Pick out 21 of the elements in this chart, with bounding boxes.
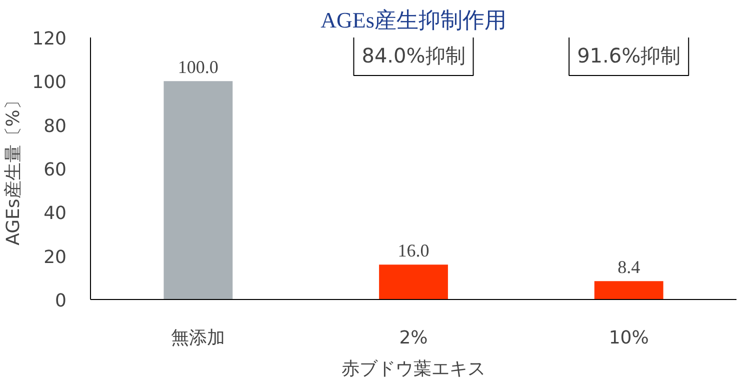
- data-label: 8.4: [618, 257, 640, 278]
- x-tick-label: 2%: [399, 328, 428, 348]
- annotation: 84.0%抑制: [362, 44, 466, 68]
- data-label: 16.0: [398, 240, 430, 261]
- x-tick-label: 無添加: [171, 328, 226, 348]
- bar: [594, 281, 664, 300]
- x-tick-label: 10%: [608, 328, 649, 348]
- annotation: 91.6%抑制: [577, 44, 681, 68]
- y-tick-label: 0: [55, 290, 66, 312]
- y-tick-label: 20: [44, 246, 66, 268]
- y-tick-label: 100: [32, 72, 67, 94]
- text: 赤ブドウ葉エキス: [342, 358, 486, 380]
- bar: [379, 264, 448, 300]
- y-tick-label: 80: [44, 116, 66, 137]
- y-tick-label: 40: [44, 203, 66, 224]
- y-tick-label: 60: [44, 160, 66, 180]
- y-axis-title: AGEs産生量〔%〕: [3, 92, 24, 246]
- chart-title: AGEs産生抑制作用: [320, 8, 506, 32]
- y-tick-label: 120: [32, 28, 67, 50]
- bar: [164, 81, 233, 300]
- data-label: 100.0: [178, 57, 218, 78]
